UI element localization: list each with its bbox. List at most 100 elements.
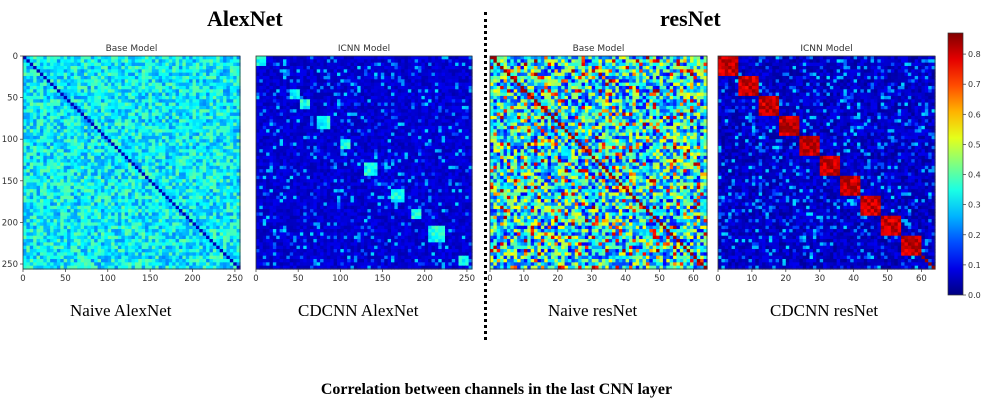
heatmap-cell — [162, 205, 167, 210]
heatmap-cell — [141, 59, 146, 64]
heatmap-cell — [90, 115, 95, 120]
heatmap-cell — [158, 182, 163, 187]
heatmap-cell — [100, 95, 105, 100]
heatmap-cell — [94, 62, 99, 67]
heatmap-cell — [158, 152, 163, 157]
heatmap-cell — [97, 72, 102, 77]
heatmap-cell — [70, 112, 75, 117]
heatmap-cell — [212, 62, 217, 67]
heatmap-cell — [50, 189, 55, 194]
heatmap-cell — [60, 185, 65, 190]
heatmap-cell — [155, 102, 160, 107]
heatmap-cell — [138, 199, 143, 204]
heatmap-cell — [233, 92, 238, 97]
heatmap-cell — [175, 139, 180, 144]
heatmap-cell — [209, 85, 214, 90]
heatmap-cell — [80, 142, 85, 147]
heatmap-cell — [233, 129, 238, 134]
heatmap-cell — [199, 65, 204, 70]
heatmap-cell — [114, 85, 119, 90]
heatmap-cell — [141, 192, 146, 197]
heatmap-cell — [80, 175, 85, 180]
heatmap-cell — [134, 129, 139, 134]
heatmap-cell — [202, 75, 207, 80]
heatmap-cell — [148, 209, 153, 214]
heatmap-cell — [60, 62, 65, 67]
heatmap-cell — [195, 212, 200, 217]
heatmap-cell — [43, 195, 48, 200]
heatmap-cell — [229, 209, 234, 214]
heatmap-cell — [202, 175, 207, 180]
heatmap-cell — [107, 149, 112, 154]
heatmap-cell — [148, 205, 153, 210]
heatmap-cell — [236, 159, 241, 164]
heatmap-cell — [162, 85, 167, 90]
heatmap-cell — [189, 199, 194, 204]
heatmap-cell — [60, 85, 65, 90]
heatmap-cell — [185, 65, 190, 70]
heatmap-cell — [70, 169, 75, 174]
heatmap-cell — [43, 132, 48, 137]
heatmap-cell — [36, 102, 41, 107]
heatmap-cell — [199, 105, 204, 110]
heatmap-cell — [223, 152, 228, 157]
heatmap-cell — [195, 189, 200, 194]
heatmap-cell — [29, 202, 34, 207]
heatmap-cell — [162, 125, 167, 130]
heatmap-cell — [202, 69, 207, 74]
heatmap-cell — [158, 172, 163, 177]
heatmap-cell — [212, 202, 217, 207]
heatmap-cell — [185, 185, 190, 190]
heatmap-cell — [117, 202, 122, 207]
heatmap-cell — [202, 152, 207, 157]
heatmap-cell — [168, 169, 173, 174]
heatmap-cell — [97, 119, 102, 124]
heatmap-cell — [202, 92, 207, 97]
heatmap-cell — [236, 132, 241, 137]
heatmap-cell — [23, 189, 27, 194]
heatmap-cell — [80, 192, 85, 197]
heatmap-cell — [29, 82, 34, 87]
heatmap-cell — [90, 199, 95, 204]
heatmap-cell — [111, 85, 116, 90]
heatmap-cell — [189, 139, 194, 144]
heatmap-cell — [43, 69, 48, 74]
heatmap-cell — [33, 69, 38, 74]
heatmap-cell — [100, 185, 105, 190]
heatmap-cell — [223, 165, 228, 170]
heatmap-cell — [43, 189, 48, 194]
heatmap-cell — [33, 212, 38, 217]
heatmap-cell — [131, 142, 136, 147]
heatmap-cell — [226, 149, 231, 154]
heatmap-cell — [39, 105, 44, 110]
heatmap-cell — [53, 125, 58, 130]
heatmap-cell — [172, 132, 177, 137]
heatmap-cell — [226, 89, 231, 94]
heatmap-cell — [236, 169, 241, 174]
heatmap-cell — [70, 192, 75, 197]
heatmap-cell — [236, 182, 241, 187]
heatmap-cell — [189, 122, 194, 127]
heatmap-cell — [121, 175, 126, 180]
heatmap-cell — [158, 99, 163, 104]
heatmap-cell — [43, 112, 48, 117]
heatmap-cell — [94, 185, 99, 190]
heatmap-cell — [39, 109, 44, 114]
heatmap-cell — [219, 139, 224, 144]
heatmap-cell — [50, 142, 55, 147]
heatmap-cell — [226, 195, 231, 200]
heatmap-cell — [233, 145, 238, 150]
heatmap-cell — [124, 69, 129, 74]
heatmap-cell — [53, 92, 58, 97]
heatmap-cell — [223, 172, 228, 177]
heatmap-cell — [63, 182, 68, 187]
heatmap-cell — [43, 95, 48, 100]
heatmap-cell — [226, 105, 231, 110]
heatmap-cell — [67, 212, 72, 217]
heatmap-cell — [104, 185, 109, 190]
heatmap-cell — [46, 119, 51, 124]
heatmap-cell — [158, 165, 163, 170]
heatmap-cell — [182, 175, 187, 180]
heatmap-cell — [97, 62, 102, 67]
heatmap-cell — [138, 65, 143, 70]
